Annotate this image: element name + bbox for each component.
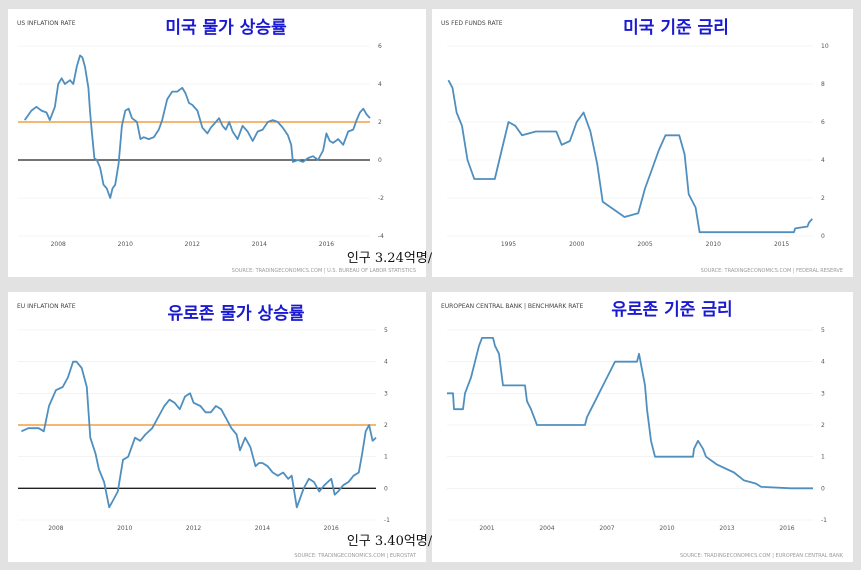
y-tick-label: 2 — [821, 195, 825, 202]
y-tick-label: 0 — [384, 485, 388, 492]
y-tick-label: 5 — [821, 327, 825, 334]
x-tick-label: 2013 — [719, 525, 734, 532]
chart-card — [432, 9, 853, 277]
x-tick-label: 2004 — [539, 525, 554, 532]
chart-small-title: EUROPEAN CENTRAL BANK | BENCHMARK RATE — [441, 303, 583, 310]
y-tick-label: -2 — [378, 195, 384, 202]
chart-card — [8, 292, 426, 562]
x-tick-label: 2010 — [659, 525, 674, 532]
x-tick-label: 2014 — [255, 525, 270, 532]
chart-panel-1: US INFLATION RATE 6 4 2 0 -2 -4 2008 2010 2012 201… — [8, 9, 519, 277]
x-tick-label: 2010 — [706, 241, 721, 248]
series-line — [447, 79, 813, 234]
x-tick-label: 2012 — [185, 241, 200, 248]
series-line — [23, 54, 371, 199]
y-tick-label: 3 — [384, 390, 388, 397]
y-tick-label: 8 — [821, 81, 825, 88]
y-tick-label: 6 — [821, 119, 825, 126]
y-tick-label: 2 — [821, 422, 825, 429]
x-tick-label: 2008 — [48, 525, 63, 532]
x-tick-label: 2007 — [599, 525, 614, 532]
chart-title: 미국 기준 금리 — [623, 18, 729, 38]
y-tick-label: 4 — [378, 81, 382, 88]
y-tick-label: 2 — [384, 422, 388, 429]
chart-source: SOURCE: TRADINGECONOMICS.COM | EUROPEAN … — [680, 553, 844, 559]
series-line — [447, 337, 813, 490]
y-tick-label: 10 — [821, 43, 829, 50]
x-tick-label: 2010 — [117, 525, 132, 532]
y-tick-label: 1 — [384, 454, 388, 461]
x-tick-label: 1995 — [501, 241, 516, 248]
chart-source: SOURCE: TRADINGECONOMICS.COM | U.S. BURE… — [232, 268, 416, 274]
y-tick-label: 3 — [821, 390, 825, 397]
x-tick-label: 2000 — [569, 241, 584, 248]
chart-title: 유로존 물가 상승률 — [168, 304, 305, 324]
y-tick-label: 0 — [821, 485, 825, 492]
y-tick-label: 0 — [378, 157, 382, 164]
x-tick-label: 2015 — [774, 241, 789, 248]
y-tick-label: -1 — [821, 517, 827, 524]
chart-card — [432, 292, 853, 562]
y-tick-label: 4 — [821, 157, 825, 164]
chart-title: 미국 물가 상승률 — [165, 18, 287, 38]
x-tick-label: 2010 — [118, 241, 133, 248]
chart-small-title: US FED FUNDS RATE — [441, 20, 503, 27]
chart-title: 유로존 기준 금리 — [611, 300, 732, 320]
y-tick-label: 1 — [821, 454, 825, 461]
chart-card — [8, 9, 426, 277]
series-line — [21, 360, 377, 509]
y-tick-label: 4 — [821, 359, 825, 366]
x-tick-label: 2001 — [479, 525, 494, 532]
chart-small-title: US INFLATION RATE — [17, 20, 76, 27]
x-tick-label: 2016 — [319, 241, 334, 248]
y-tick-label: -1 — [384, 517, 390, 524]
y-tick-label: 6 — [378, 43, 382, 50]
x-tick-label: 2014 — [252, 241, 267, 248]
x-tick-label: 2016 — [324, 525, 339, 532]
y-tick-label: 5 — [384, 327, 388, 334]
x-tick-label: 2016 — [779, 525, 794, 532]
y-tick-label: -4 — [378, 233, 384, 240]
x-tick-label: 2008 — [51, 241, 66, 248]
y-tick-label: 0 — [821, 233, 825, 240]
chart-source: SOURCE: TRADINGECONOMICS.COM | FEDERAL R… — [701, 268, 843, 274]
chart-panel-2: US FED FUNDS RATE 10 8 6 4 2 0 1995 2000 2005 2010… — [432, 9, 853, 277]
chart-source: SOURCE: TRADINGECONOMICS.COM | EUROSTAT — [294, 553, 417, 559]
chart-panel-4: EUROPEAN CENTRAL BANK | BENCHMARK RATE 5 4… — [432, 292, 853, 562]
chart-small-title: EU INFLATION RATE — [17, 303, 76, 310]
x-tick-label: 2012 — [186, 525, 201, 532]
y-tick-label: 2 — [378, 119, 382, 126]
x-tick-label: 2005 — [637, 241, 652, 248]
y-tick-label: 4 — [384, 359, 388, 366]
